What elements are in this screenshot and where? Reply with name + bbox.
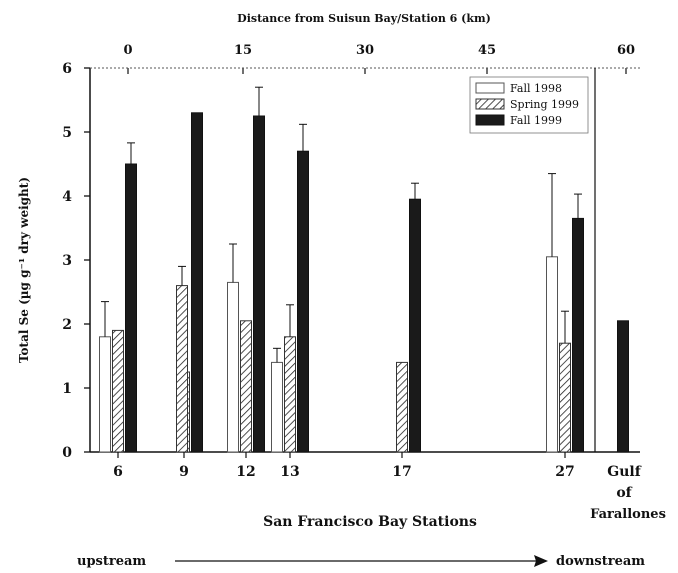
legend-label-0: Fall 1998 (510, 82, 562, 95)
x-category-label-2: 12 (236, 464, 255, 480)
y-axis-label: Total Se (µg g⁻¹ dry weight) (17, 177, 31, 363)
x-category-label-0: 6 (113, 464, 123, 480)
y-tick-label-1: 1 (62, 381, 72, 397)
bar-hatched-12 (240, 320, 252, 453)
direction-arrowhead (534, 555, 548, 567)
gulf-label-line-1: Gulf (607, 464, 641, 480)
bars (99, 86, 629, 453)
top-tick-label-4: 60 (617, 43, 635, 58)
x-axis-label: San Francisco Bay Stations (263, 514, 477, 530)
bar-open-6 (99, 336, 111, 453)
bar-hatched-13 (284, 336, 296, 453)
legend-label-2: Fall 1999 (510, 114, 562, 127)
y-tick-label-0: 0 (62, 445, 72, 461)
legend-swatch-2 (475, 114, 505, 126)
x-category-label-3: 13 (280, 464, 299, 480)
bar-hatched-extra-9 (176, 285, 188, 453)
bar-open-12 (227, 281, 239, 453)
y-tick-label-5: 5 (62, 125, 72, 141)
bar-solid-9 (191, 112, 203, 453)
y-tick-label-6: 6 (62, 61, 72, 77)
bar-solid-gulf (617, 320, 629, 453)
gulf-label-line-2: of (616, 485, 632, 501)
legend: Fall 1998 Spring 1999 Fall 1999 (469, 76, 589, 134)
bar-solid-12 (253, 115, 265, 453)
upstream-label: upstream (77, 554, 146, 569)
y-tick-label-3: 3 (62, 253, 72, 269)
legend-label-1: Spring 1999 (510, 98, 579, 111)
top-tick-label-1: 15 (234, 43, 252, 58)
bar-hatched-6 (112, 329, 124, 453)
direction-indicator: upstream downstream (77, 554, 645, 569)
y-tick-label-2: 2 (62, 317, 72, 333)
legend-swatch-0 (475, 82, 505, 94)
top-tick-label-2: 30 (356, 43, 374, 58)
chart-title: Distance from Suisun Bay/Station 6 (km) (237, 12, 491, 25)
bar-open-13 (271, 361, 283, 453)
top-tick-label-3: 45 (478, 43, 496, 58)
bar-hatched-17 (396, 361, 408, 453)
y-axis-ticks: 0 1 2 3 4 5 6 (62, 61, 90, 461)
legend-swatch-1 (475, 98, 505, 110)
bar-solid-13 (297, 150, 309, 453)
top-tick-label-0: 0 (123, 43, 132, 58)
x-category-label-4: 17 (392, 464, 411, 480)
bar-hatched-27 (559, 342, 571, 453)
x-category-label-5: 27 (555, 464, 574, 480)
bar-solid-27 (572, 217, 584, 453)
x-category-labels: 6 9 12 13 17 27 (113, 452, 575, 480)
y-tick-label-4: 4 (62, 189, 72, 205)
top-distance-axis: 0 15 30 45 60 (123, 43, 635, 74)
downstream-label: downstream (556, 554, 645, 569)
x-category-label-1: 9 (179, 464, 189, 480)
bar-solid-17 (409, 198, 421, 453)
bar-open-27 (546, 256, 558, 453)
bar-solid-6 (125, 163, 137, 453)
gulf-label-line-3: Farallones (590, 507, 666, 522)
